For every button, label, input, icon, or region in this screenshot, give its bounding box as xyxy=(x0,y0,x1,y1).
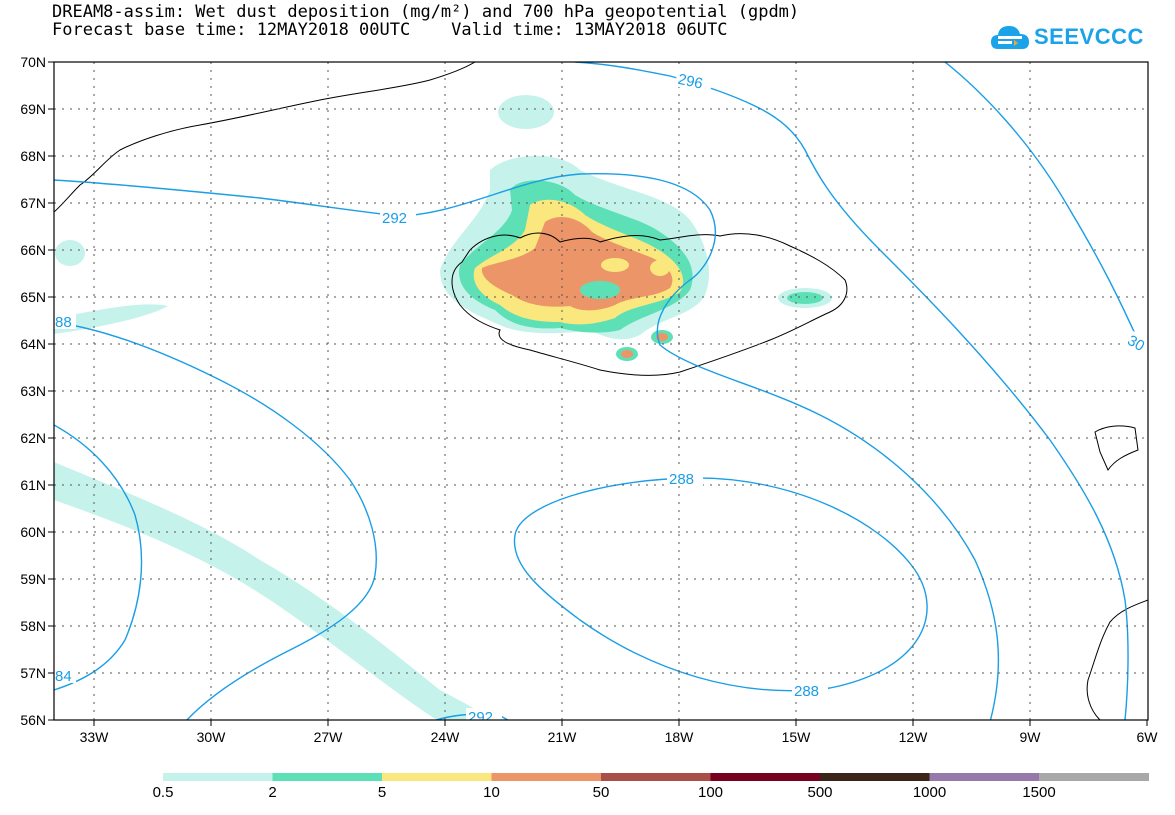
dust-patch-east-core xyxy=(787,292,823,304)
dust-plume-orange xyxy=(481,217,673,311)
lat-label: 63N xyxy=(20,383,46,399)
contour-label-88-west: 88 xyxy=(55,314,72,331)
colorbar-segment xyxy=(601,773,711,781)
colorbar-segment xyxy=(272,773,383,781)
contour-288-west xyxy=(54,321,377,720)
iceland-coast xyxy=(451,232,848,376)
lon-label: 12W xyxy=(899,729,929,745)
greenland-coast xyxy=(54,62,476,213)
latitude-labels: 70N 69N 68N 67N 66N 65N 64N 63N 62N 61N … xyxy=(20,54,46,728)
colorbar-label: 50 xyxy=(592,784,610,801)
cloud-icon xyxy=(991,26,1029,49)
lon-label: 27W xyxy=(314,729,344,745)
dust-spot-south2-core xyxy=(656,333,668,341)
colorbar-segment xyxy=(163,773,273,781)
faroe-coast xyxy=(1094,425,1139,472)
lon-label: 30W xyxy=(197,729,227,745)
lat-label: 59N xyxy=(20,571,46,587)
lat-label: 61N xyxy=(20,477,46,493)
colorbar-segment xyxy=(929,773,1040,781)
colorbar-label: 1000 xyxy=(912,784,947,801)
contour-288-oval xyxy=(513,477,928,692)
lon-label: 18W xyxy=(665,729,695,745)
lat-label: 60N xyxy=(20,524,46,540)
colorbar-segment xyxy=(1039,773,1149,781)
contour-292 xyxy=(54,173,1000,720)
colorbar-segment xyxy=(820,773,930,781)
lat-label: 65N xyxy=(20,289,46,305)
lat-label: 57N xyxy=(20,665,46,681)
lat-label: 67N xyxy=(20,195,46,211)
contour-label-292-south: 292 xyxy=(468,709,493,726)
colorbar-segment xyxy=(491,773,602,781)
colorbar-label: 0.5 xyxy=(152,784,174,801)
contour-284-west xyxy=(54,424,143,691)
scotland-coast xyxy=(1086,599,1148,720)
dust-inner-yellow xyxy=(601,258,629,272)
dust-spot-south1-core xyxy=(621,350,633,358)
contour-label-30-east: 30 xyxy=(1124,332,1147,355)
graticule xyxy=(54,62,1148,720)
colorbar-segment xyxy=(710,773,821,781)
contour-label-288-bottom: 288 xyxy=(794,683,819,700)
contour-296-north xyxy=(574,62,1129,720)
coastlines xyxy=(54,62,1148,720)
longitude-labels: 33W 30W 27W 24W 21W 18W 15W 12W 9W 6W xyxy=(80,729,1159,745)
contour-label-296: 296 xyxy=(676,71,704,93)
lon-label: 24W xyxy=(431,729,461,745)
axis-ticks xyxy=(48,61,1148,726)
lat-label: 69N xyxy=(20,101,46,117)
contour-label-84-west: 84 xyxy=(55,668,72,685)
logo-text: SEEVCCC xyxy=(1034,24,1144,49)
seevccc-logo: SEEVCCC xyxy=(990,18,1144,56)
colorbar-label: 2 xyxy=(268,784,277,801)
map-title-line2: Forecast base time: 12MAY2018 00UTC Vali… xyxy=(52,20,728,40)
dust-patch-north xyxy=(498,95,554,129)
colorbar-label: 100 xyxy=(697,784,724,801)
geopotential-contours xyxy=(54,62,1141,720)
map-title-line1: DREAM8-assim: Wet dust deposition (mg/m²… xyxy=(52,2,800,22)
colorbar-label: 500 xyxy=(807,784,833,801)
dust-inner-green xyxy=(580,281,620,299)
colorbar-label: 1500 xyxy=(1022,784,1056,801)
lon-label: 21W xyxy=(548,729,578,745)
lat-label: 70N xyxy=(20,54,46,70)
lon-label: 6W xyxy=(1137,729,1159,745)
contour-label-292: 292 xyxy=(382,210,407,227)
dust-band-southwest xyxy=(54,462,497,720)
dust-patch-west xyxy=(55,240,85,266)
lon-label: 15W xyxy=(782,729,812,745)
contour-300-east xyxy=(944,62,1141,346)
colorbar-label: 5 xyxy=(377,784,387,801)
lat-label: 64N xyxy=(20,336,46,352)
contour-label-288-top: 288 xyxy=(669,471,694,488)
colorbar xyxy=(163,773,1149,781)
contour-labels: 296 292 288 288 292 88 30 84 xyxy=(54,68,1148,726)
lat-label: 58N xyxy=(20,618,46,634)
lat-label: 62N xyxy=(20,430,46,446)
dust-inner-yellow2 xyxy=(650,260,670,276)
lon-label: 9W xyxy=(1020,729,1042,745)
lat-label: 66N xyxy=(20,242,46,258)
dust-patch-westsouth xyxy=(54,304,168,334)
lat-label: 68N xyxy=(20,148,46,164)
colorbar-segment xyxy=(382,773,492,781)
colorbar-label: 10 xyxy=(483,784,500,801)
lat-label: 56N xyxy=(20,712,46,728)
dust-deposition-shading xyxy=(54,95,832,720)
lon-label: 33W xyxy=(80,729,110,745)
